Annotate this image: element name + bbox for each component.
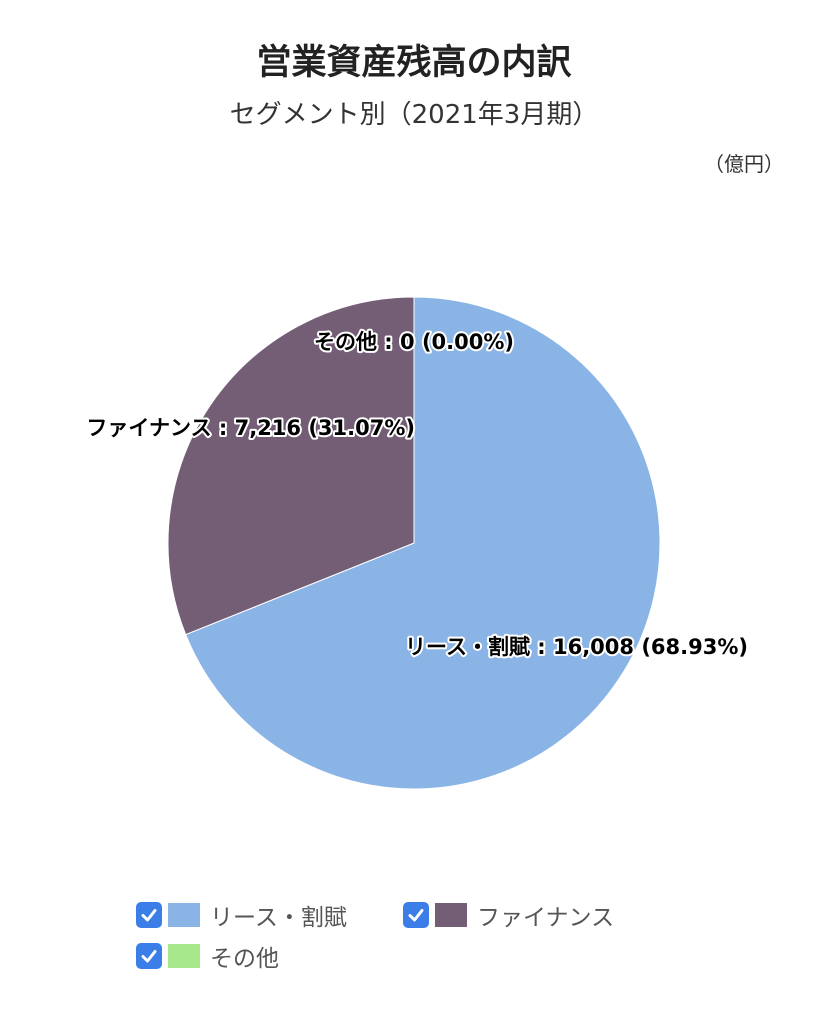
checkbox-checked-icon[interactable]	[136, 902, 162, 928]
legend-swatch	[168, 944, 200, 968]
chart-title: 営業資産残高の内訳	[256, 43, 572, 83]
data-label-1: ファイナンス : 7,216 (31.07%)	[86, 416, 415, 440]
legend-label: リース・割賦	[210, 905, 347, 931]
chart-subtitle: セグメント別（2021年3月期）	[229, 100, 599, 130]
legend-swatch	[168, 903, 200, 927]
legend-swatch	[435, 903, 467, 927]
pie-slice-1[interactable]	[167, 296, 415, 636]
checkbox-checked-icon[interactable]	[403, 902, 429, 928]
data-label-0: リース・割賦 : 16,008 (68.93%)	[405, 635, 748, 659]
legend-item-other[interactable]: その他	[136, 939, 279, 973]
pie-slice-0[interactable]	[185, 296, 661, 790]
legend-label: その他	[210, 946, 279, 972]
unit-label: （億円）	[704, 152, 784, 176]
legend-item-lease[interactable]: リース・割賦	[136, 898, 347, 932]
legend-label: ファイナンス	[477, 905, 615, 931]
checkbox-checked-icon[interactable]	[136, 943, 162, 969]
legend-item-finance[interactable]: ファイナンス	[403, 898, 614, 932]
pie-chart: リース・割賦 : 16,008 (68.93%) ファイナンス : 7,216 (…	[84, 296, 750, 790]
data-label-2: その他 : 0 (0.00%)	[314, 330, 514, 354]
